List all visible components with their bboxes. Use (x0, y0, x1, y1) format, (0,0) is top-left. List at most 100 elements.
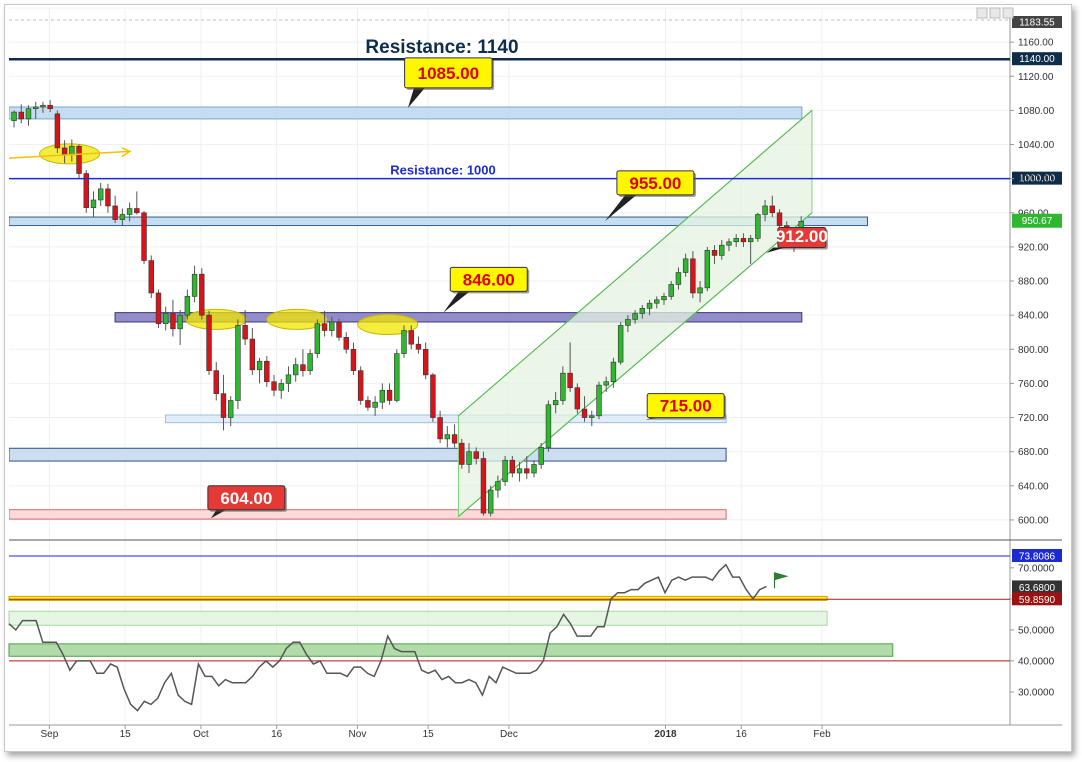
candle-body-70 (516, 468, 523, 474)
candle-3 (33, 101, 39, 119)
candle-50 (372, 396, 378, 416)
candle-body-98 (719, 244, 725, 256)
candle-body-14 (112, 205, 118, 220)
candle-25 (191, 265, 198, 303)
candle-30 (227, 396, 234, 427)
candle-69 (509, 455, 516, 478)
candle-body-93 (682, 258, 689, 273)
candle-body-75 (552, 400, 559, 406)
candle-body-22 (170, 313, 176, 330)
candle-body-5 (47, 104, 53, 109)
callout-pointer-0 (407, 85, 427, 108)
candle-body-96 (704, 250, 711, 289)
price-tick-label-3: 1080.00 (1018, 106, 1055, 117)
candle-body-83 (610, 361, 617, 383)
x-tick-label-6: Dec (500, 729, 518, 740)
candle-17 (134, 191, 140, 215)
callout-text-5: 912.00 (776, 227, 828, 246)
candle-97 (711, 245, 718, 264)
candle-body-60 (444, 434, 451, 440)
candle-body-24 (184, 296, 191, 316)
price-tick-label-13: 680.00 (1018, 447, 1049, 458)
top-price-label: 1183.55 (1019, 18, 1055, 29)
osc-tick-label-3: 40.0000 (1018, 656, 1055, 667)
candle-66 (487, 485, 494, 517)
candle-13 (105, 183, 111, 213)
candle-96 (704, 246, 711, 292)
candle-102 (747, 234, 754, 264)
osc-band-1 (8, 610, 828, 626)
candle-74 (545, 400, 552, 452)
candle-body-47 (350, 348, 357, 371)
price-tick-label-12: 720.00 (1018, 413, 1049, 424)
candle-94 (690, 251, 696, 299)
resistance-axis-label-1: 1000.00 (1019, 174, 1056, 185)
candle-51 (379, 383, 386, 410)
candle-92 (675, 267, 682, 290)
candle-body-1 (18, 111, 24, 120)
candle-81 (596, 381, 602, 420)
osc-axis-label-0: 73.8086 (1019, 552, 1056, 563)
candle-body-79 (581, 408, 588, 418)
resistance-label-0: Resistance: 1140 (365, 37, 518, 58)
callout-box-3 (646, 393, 725, 419)
candle-body-35 (264, 360, 270, 383)
toolbar-button-0[interactable] (976, 7, 988, 19)
candle-86 (632, 310, 638, 324)
candle-55 (408, 325, 414, 350)
candle-body-37 (278, 383, 284, 391)
candle-body-52 (386, 389, 393, 401)
candle-73 (538, 443, 544, 469)
candle-12 (98, 182, 104, 206)
candle-body-95 (697, 287, 703, 294)
x-tick-label-4: Nov (349, 729, 367, 740)
candle-body-102 (747, 238, 754, 243)
candle-100 (733, 234, 739, 247)
top-price-badge (1012, 16, 1062, 28)
candle-61 (451, 424, 458, 448)
candle-67 (495, 475, 501, 498)
candle-body-74 (545, 404, 552, 448)
price-tick-label-9: 840.00 (1018, 311, 1049, 322)
candle-52 (386, 383, 393, 405)
candle-87 (639, 304, 646, 319)
candle-48 (357, 366, 364, 405)
last-price-badge (1012, 213, 1062, 228)
candle-body-6 (54, 113, 61, 149)
callout-box-4 (207, 485, 286, 511)
candle-35 (264, 356, 270, 387)
toolbar-button-1[interactable] (989, 7, 1001, 19)
candle-body-0 (11, 111, 17, 121)
candle-body-9 (76, 145, 82, 174)
toolbar-button-2[interactable] (1002, 7, 1014, 19)
candle-body-101 (740, 238, 747, 243)
x-tick-label-5: 15 (423, 729, 435, 740)
candle-body-34 (256, 360, 263, 371)
candle-body-57 (422, 348, 429, 376)
candle-47 (350, 342, 357, 375)
candle-4 (40, 101, 46, 113)
candle-23 (177, 310, 183, 346)
callout-box-2 (449, 266, 528, 292)
candle-75 (552, 391, 559, 414)
candle-body-46 (343, 337, 349, 350)
callout-text-2: 846.00 (463, 270, 515, 289)
candle-5 (47, 100, 53, 113)
candle-57 (422, 342, 429, 380)
candle-58 (430, 373, 436, 422)
candle-24 (184, 289, 191, 320)
callout-text-4: 604.00 (220, 489, 272, 508)
candle-59 (437, 410, 443, 444)
candle-body-69 (509, 459, 516, 474)
candle-84 (617, 321, 624, 365)
candle-body-86 (632, 313, 638, 320)
candle-65 (480, 451, 487, 516)
candle-77 (567, 342, 573, 392)
candle-18 (141, 211, 147, 264)
zone-4 (9, 447, 727, 462)
candle-body-27 (206, 314, 212, 371)
osc-axis-label-1: 63.6800 (1019, 583, 1056, 594)
candle-103 (755, 212, 761, 242)
candle-body-89 (654, 299, 660, 304)
candle-89 (654, 296, 660, 309)
